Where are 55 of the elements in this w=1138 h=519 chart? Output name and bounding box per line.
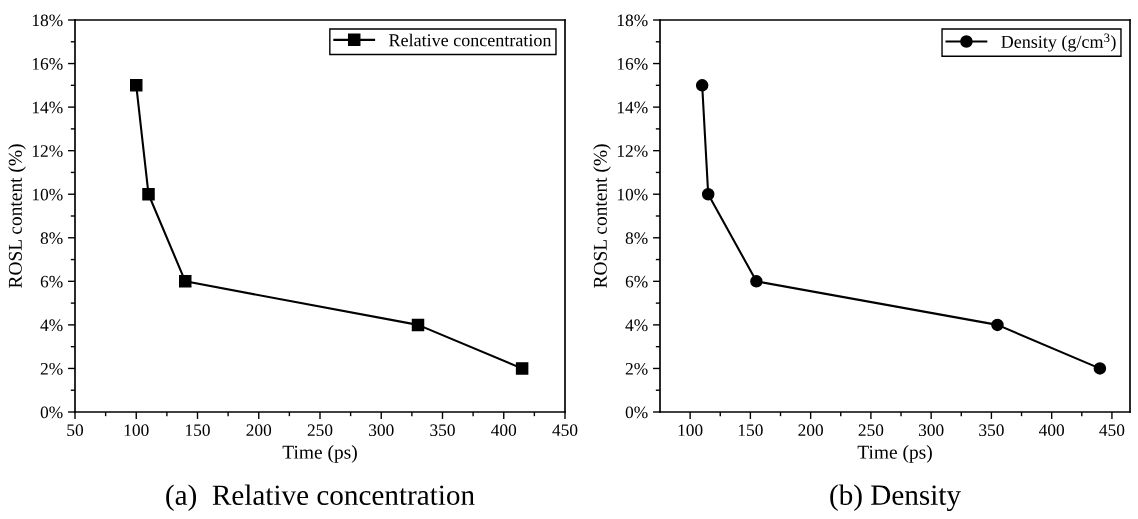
y-axis-title: ROSL content (%) (593, 144, 611, 288)
y-tick-label: 18% (32, 14, 63, 27)
y-tick-label: 6% (625, 275, 648, 288)
legend-label: Density (g/cm$^{3}$) (1001, 33, 1116, 52)
point (701, 187, 715, 201)
y-tick-label: 14% (32, 101, 63, 114)
x-tick-label: 200 (246, 424, 272, 437)
y-tick-label: 12% (617, 145, 648, 157)
x-tick-label: 250 (307, 424, 333, 437)
point (142, 187, 155, 201)
x-tick-label: 100 (678, 424, 703, 437)
y-tick-label: 8% (40, 232, 63, 245)
point (178, 275, 192, 288)
x-axis-title: Time (ps) (282, 445, 357, 463)
x-tick-label: 150 (738, 424, 763, 437)
x-tick-label: 100 (124, 424, 149, 437)
point (695, 79, 709, 92)
text: (b) Density (830, 484, 961, 511)
point (750, 275, 763, 288)
x-axis-title: Time (ps) (857, 445, 932, 463)
y-tick-label: 12% (32, 145, 63, 157)
x-tick-label: 450 (552, 424, 578, 437)
y-tick-label: 10% (617, 188, 648, 201)
x-tick-label: 450 (1099, 424, 1125, 437)
point (411, 318, 425, 332)
y-tick-label: 4% (40, 319, 63, 332)
y-tick-label: 18% (617, 14, 648, 27)
x-tick-label: 50 (67, 424, 84, 437)
x-tick-label: 300 (369, 424, 394, 437)
legend-label: Relative concentration (389, 33, 552, 47)
point (1093, 362, 1107, 375)
y-tick-label: 16% (617, 58, 648, 70)
text: (a) Relative concentration (166, 484, 475, 511)
y-tick-label: 0% (625, 406, 648, 419)
y-tick-label: 0% (40, 406, 63, 419)
y-tick-label: 2% (40, 362, 63, 375)
y-tick-label: 14% (617, 101, 648, 114)
x-tick-label: 400 (491, 424, 517, 437)
y-tick-label: 8% (625, 232, 648, 245)
x-tick-label: 150 (186, 424, 210, 437)
x-tick-label: 300 (918, 424, 944, 437)
point (991, 318, 1004, 332)
y-tick-label: 6% (40, 275, 63, 288)
x-tick-label: 400 (1038, 424, 1065, 437)
x-tick-label: 250 (858, 424, 884, 437)
point (515, 362, 529, 375)
y-tick-label: 10% (32, 188, 63, 201)
x-tick-label: 350 (430, 424, 455, 437)
x-tick-label: 350 (979, 424, 1004, 437)
y-tick-label: 2% (625, 362, 648, 375)
x-tick-label: 200 (798, 424, 823, 437)
point (129, 79, 143, 92)
y-axis-title: ROSL content (%) (8, 144, 26, 288)
y-tick-label: 16% (32, 58, 63, 70)
y-tick-label: 4% (625, 319, 648, 332)
